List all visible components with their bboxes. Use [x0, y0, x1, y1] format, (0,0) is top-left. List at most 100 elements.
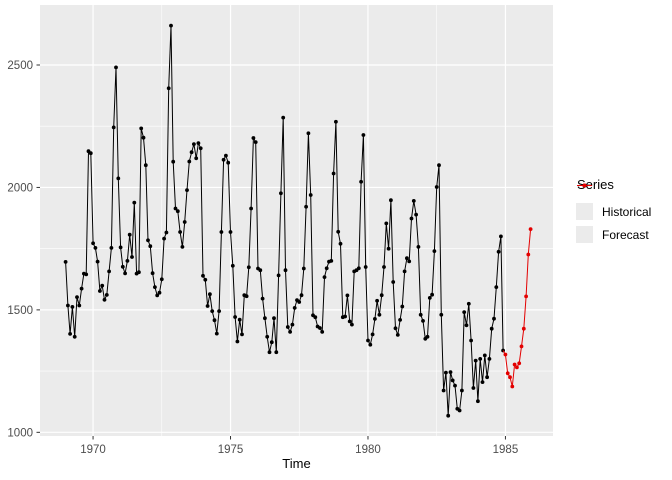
data-point-historical — [453, 383, 457, 388]
data-point-historical — [407, 259, 412, 264]
legend-label-historical: Historical — [602, 204, 652, 219]
data-point-historical — [132, 200, 137, 205]
data-point-historical — [63, 260, 68, 264]
data-point-historical — [375, 298, 379, 303]
data-point-historical — [292, 306, 297, 310]
data-point-historical — [471, 386, 476, 390]
data-point-historical — [226, 160, 231, 165]
data-point-historical — [473, 358, 478, 363]
data-point-historical — [496, 249, 501, 254]
data-point-historical — [146, 238, 150, 243]
data-point-historical — [98, 289, 102, 293]
data-point-historical — [249, 206, 254, 211]
data-point-historical — [84, 272, 89, 277]
data-point-historical — [116, 176, 121, 181]
data-point-historical — [478, 357, 483, 361]
data-point-historical — [439, 312, 444, 317]
data-point-historical — [210, 309, 215, 313]
data-point-historical — [430, 292, 434, 297]
data-point-historical — [409, 216, 414, 221]
data-point-historical — [313, 315, 318, 320]
data-point-forecast — [510, 384, 515, 389]
data-point-historical — [450, 378, 455, 383]
data-point-historical — [469, 338, 473, 343]
data-point-historical — [162, 236, 167, 241]
data-point-historical — [306, 131, 311, 136]
data-point-historical — [155, 293, 160, 298]
data-point-historical — [203, 277, 208, 282]
legend-label-forecast: Forecast — [602, 227, 649, 242]
data-point-historical — [476, 399, 480, 404]
data-point-historical — [260, 296, 265, 301]
data-point-historical — [123, 271, 127, 276]
data-point-historical — [386, 246, 391, 251]
data-point-historical — [208, 292, 212, 297]
data-point-historical — [107, 269, 111, 274]
data-point-historical — [75, 295, 79, 299]
data-point-forecast — [526, 252, 531, 257]
data-point-historical — [361, 133, 366, 137]
data-point-historical — [379, 293, 384, 298]
data-point-historical — [68, 332, 72, 336]
data-point-historical — [281, 115, 286, 120]
legend-item-forecast[interactable]: Forecast — [576, 183, 668, 243]
data-point-historical — [400, 304, 405, 309]
data-point-historical — [77, 303, 82, 308]
data-point-historical — [276, 273, 281, 278]
y-tick-label: 2000 — [7, 182, 33, 194]
data-point-historical — [343, 314, 347, 319]
data-point-historical — [196, 141, 201, 146]
data-point-historical — [212, 318, 217, 323]
data-point-historical — [441, 388, 446, 393]
data-point-historical — [100, 283, 105, 288]
data-point-historical — [487, 357, 492, 361]
data-point-historical — [279, 191, 283, 196]
data-point-historical — [418, 312, 423, 317]
data-point-historical — [185, 188, 189, 193]
data-point-historical — [224, 153, 228, 158]
data-point-historical — [393, 326, 398, 331]
data-point-historical — [482, 353, 487, 358]
data-point-historical — [274, 350, 279, 355]
legend-title: Series — [577, 177, 614, 192]
legend-key-forecast-icon — [576, 183, 593, 243]
data-point-historical — [334, 119, 338, 124]
data-point-historical — [301, 266, 306, 271]
data-point-historical — [402, 269, 407, 274]
data-point-historical — [166, 86, 171, 91]
data-point-historical — [285, 325, 290, 329]
x-tick-label: 1985 — [493, 444, 519, 456]
data-point-forecast — [515, 365, 519, 370]
data-point-historical — [95, 259, 100, 264]
data-point-historical — [336, 229, 341, 234]
data-point-forecast — [512, 362, 517, 367]
data-point-historical — [416, 245, 421, 249]
data-point-historical — [178, 230, 183, 234]
data-point-historical — [93, 246, 98, 250]
data-point-historical — [411, 199, 416, 203]
data-point-historical — [164, 230, 169, 235]
data-point-historical — [444, 370, 448, 375]
data-point-historical — [395, 333, 400, 337]
plot-panel-background — [40, 5, 553, 436]
data-point-forecast — [503, 352, 508, 357]
legend-item-historical[interactable]: Historical — [576, 183, 668, 220]
data-point-historical — [338, 241, 343, 246]
data-point-historical — [359, 179, 363, 184]
data-point-historical — [72, 334, 77, 339]
data-point-historical — [189, 150, 194, 155]
data-point-historical — [79, 286, 84, 291]
data-point-historical — [466, 301, 471, 306]
x-tick-label: 1975 — [218, 444, 244, 456]
data-point-historical — [299, 293, 304, 298]
data-point-historical — [384, 221, 389, 226]
data-point-historical — [258, 268, 263, 273]
data-point-historical — [153, 285, 157, 289]
data-point-historical — [464, 323, 469, 328]
data-point-historical — [297, 300, 302, 304]
data-point-historical — [366, 338, 370, 343]
data-point-forecast — [521, 326, 526, 331]
data-point-historical — [219, 230, 224, 234]
data-point-historical — [322, 275, 327, 279]
